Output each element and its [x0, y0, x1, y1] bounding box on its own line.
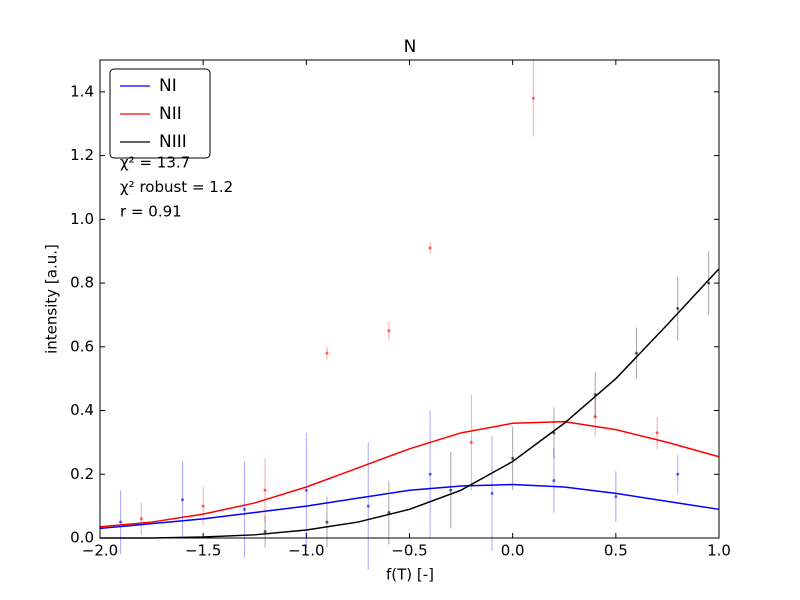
x-tick-label: −0.5	[391, 542, 427, 560]
data-point	[263, 488, 267, 492]
data-point	[325, 520, 329, 524]
y-tick-label: 0.4	[70, 401, 94, 419]
annotation: χ² robust = 1.2	[120, 178, 233, 196]
x-tick-label: 0.0	[501, 542, 525, 560]
data-point	[593, 415, 597, 419]
plot-frame	[99, 59, 720, 539]
data-point	[428, 246, 432, 250]
data-point	[201, 504, 205, 508]
data-point	[366, 504, 370, 508]
annotation: χ² = 13.7	[120, 154, 190, 172]
data-point	[449, 488, 453, 492]
x-tick-label: −2.0	[82, 542, 118, 560]
annotation: r = 0.91	[120, 203, 182, 221]
chart-title: N	[404, 37, 417, 57]
data-point	[325, 351, 329, 355]
data-point	[655, 431, 659, 435]
fit-line	[100, 268, 720, 539]
data-point	[634, 351, 638, 355]
data-point	[531, 96, 535, 100]
data-point	[263, 530, 267, 534]
data-point	[242, 507, 246, 511]
y-tick-label: 0.0	[70, 529, 94, 547]
y-tick-label: 1.0	[70, 210, 94, 228]
data-point	[119, 520, 123, 524]
data-point	[676, 307, 680, 311]
y-axis-label: intensity [a.u.]	[43, 244, 61, 354]
data-point	[490, 491, 494, 495]
fit-line	[99, 483, 720, 530]
data-point	[552, 479, 556, 483]
data-point	[387, 329, 391, 333]
y-tick-label: 1.4	[70, 82, 94, 100]
data-point	[707, 281, 711, 285]
data-point	[428, 472, 432, 476]
x-tick-label: −1.5	[185, 542, 221, 560]
x-tick-label: 0.5	[604, 542, 628, 560]
data-point	[614, 495, 618, 499]
y-tick-label: 0.6	[70, 337, 94, 355]
legend-label: NI	[159, 76, 177, 96]
x-axis-label: f(T) [-]	[386, 566, 434, 584]
data-point	[676, 472, 680, 476]
x-tick-label: −1.0	[288, 542, 324, 560]
y-tick-label: 1.2	[70, 146, 94, 164]
data-point	[387, 511, 391, 515]
data-point	[469, 440, 473, 444]
legend-label: NIII	[159, 132, 187, 152]
data-point	[139, 517, 143, 521]
x-tick-label: 1.0	[707, 542, 731, 560]
legend-box	[109, 68, 211, 159]
data-point	[304, 488, 308, 492]
y-tick-label: 0.8	[70, 274, 94, 292]
legend-label: NII	[159, 104, 182, 124]
y-tick-label: 0.2	[70, 465, 94, 483]
data-point	[511, 456, 515, 460]
data-point	[181, 498, 185, 502]
fit-line	[99, 420, 720, 528]
